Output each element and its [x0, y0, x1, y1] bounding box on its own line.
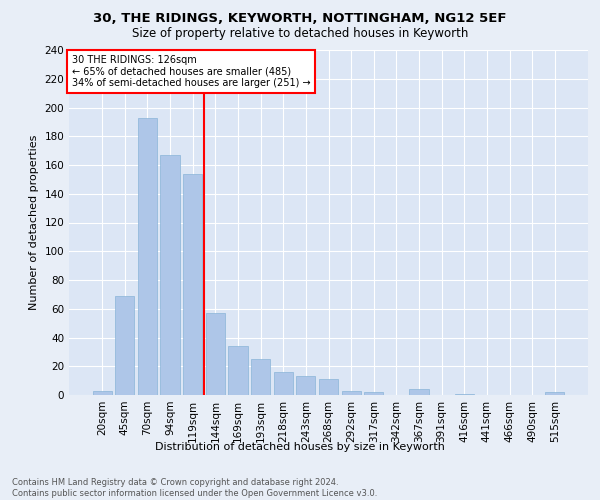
Bar [115, 296, 134, 395]
Text: 30 THE RIDINGS: 126sqm
← 65% of detached houses are smaller (485)
34% of semi-de: 30 THE RIDINGS: 126sqm ← 65% of detached… [71, 55, 310, 88]
Bar [183, 174, 202, 395]
Bar [160, 155, 180, 395]
Bar [92, 390, 112, 395]
Bar [545, 392, 565, 395]
Bar [319, 379, 338, 395]
Text: Distribution of detached houses by size in Keyworth: Distribution of detached houses by size … [155, 442, 445, 452]
Bar [229, 346, 248, 395]
Bar [409, 389, 428, 395]
Y-axis label: Number of detached properties: Number of detached properties [29, 135, 39, 310]
Text: Size of property relative to detached houses in Keyworth: Size of property relative to detached ho… [132, 28, 468, 40]
Bar [138, 118, 157, 395]
Bar [341, 390, 361, 395]
Bar [251, 359, 270, 395]
Text: 30, THE RIDINGS, KEYWORTH, NOTTINGHAM, NG12 5EF: 30, THE RIDINGS, KEYWORTH, NOTTINGHAM, N… [93, 12, 507, 26]
Bar [296, 376, 316, 395]
Text: Contains HM Land Registry data © Crown copyright and database right 2024.
Contai: Contains HM Land Registry data © Crown c… [12, 478, 377, 498]
Bar [206, 313, 225, 395]
Bar [274, 372, 293, 395]
Bar [364, 392, 383, 395]
Bar [455, 394, 474, 395]
